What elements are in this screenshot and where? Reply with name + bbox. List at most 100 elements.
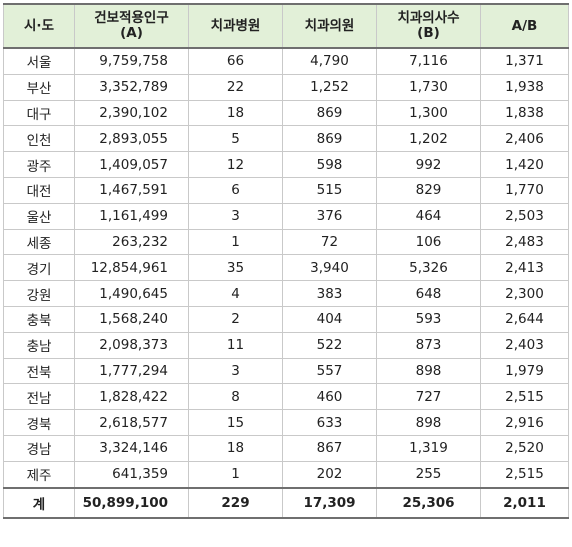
cell-insured-population: 1,568,240 <box>74 305 189 333</box>
cell-insured-population: 9,759,758 <box>74 47 189 75</box>
cell-dental-hospitals: 18 <box>188 99 283 127</box>
cell-dentists: 464 <box>376 202 481 230</box>
cell-region: 부산 <box>3 73 75 101</box>
table-row: 전북 1,777,294 3 557 898 1,979 <box>3 357 569 385</box>
cell-dentists: 5,326 <box>376 254 481 282</box>
header-ratio: A/B <box>480 3 569 49</box>
header-label: 치과병원 <box>210 17 261 34</box>
cell-dental-hospitals: 12 <box>188 151 283 178</box>
cell-dentists: 898 <box>376 357 481 385</box>
table-row: 대구 2,390,102 18 869 1,300 1,838 <box>3 99 569 127</box>
cell-dentists: 1,730 <box>376 73 481 101</box>
table-row: 서울 9,759,758 66 4,790 7,116 1,371 <box>3 47 569 75</box>
cell-region: 경기 <box>3 254 75 282</box>
cell-dental-clinics: 633 <box>282 409 377 436</box>
cell-dentists: 1,300 <box>376 99 481 127</box>
total-dental-clinics: 17,309 <box>282 486 377 519</box>
cell-ratio: 1,371 <box>480 47 569 75</box>
cell-insured-population: 2,893,055 <box>74 125 189 153</box>
cell-dental-hospitals: 18 <box>188 434 283 462</box>
cell-dental-hospitals: 66 <box>188 47 283 75</box>
cell-dental-hospitals: 6 <box>188 176 283 204</box>
cell-dental-hospitals: 3 <box>188 202 283 230</box>
cell-dental-hospitals: 11 <box>188 331 283 359</box>
header-sublabel: (B) <box>417 25 440 41</box>
table-footer: 계 50,899,100 229 17,309 25,306 2,011 <box>3 486 569 519</box>
cell-dental-clinics: 460 <box>282 383 377 411</box>
cell-insured-population: 1,467,591 <box>74 176 189 204</box>
cell-region: 경북 <box>3 409 75 436</box>
header-label: 건보적용인구 <box>94 10 169 26</box>
cell-region: 광주 <box>3 151 75 178</box>
cell-dental-hospitals: 4 <box>188 280 283 307</box>
dentist-stats-table-container: 시·도 건보적용인구 (A) 치과병원 치과의원 치과의사수 (B) A/B 서울 9,759,… <box>3 3 569 519</box>
cell-dental-clinics: 867 <box>282 434 377 462</box>
cell-ratio: 2,644 <box>480 305 569 333</box>
table-header: 시·도 건보적용인구 (A) 치과병원 치과의원 치과의사수 (B) A/B <box>3 3 569 49</box>
header-sublabel: (A) <box>120 25 143 41</box>
table-row: 세종 263,232 1 72 106 2,483 <box>3 228 569 256</box>
cell-ratio: 2,413 <box>480 254 569 282</box>
cell-dentists: 1,202 <box>376 125 481 153</box>
cell-ratio: 1,770 <box>480 176 569 204</box>
cell-insured-population: 2,390,102 <box>74 99 189 127</box>
total-row: 계 50,899,100 229 17,309 25,306 2,011 <box>3 486 569 519</box>
cell-region: 전북 <box>3 357 75 385</box>
table-row: 경기 12,854,961 35 3,940 5,326 2,413 <box>3 254 569 282</box>
cell-insured-population: 1,777,294 <box>74 357 189 385</box>
cell-dentists: 992 <box>376 151 481 178</box>
header-dental-clinics: 치과의원 <box>282 3 377 49</box>
cell-dentists: 106 <box>376 228 481 256</box>
header-label: A/B <box>511 17 538 34</box>
cell-dental-clinics: 869 <box>282 125 377 153</box>
cell-region: 대구 <box>3 99 75 127</box>
header-insured-population: 건보적용인구 (A) <box>74 3 189 49</box>
cell-ratio: 2,503 <box>480 202 569 230</box>
cell-insured-population: 12,854,961 <box>74 254 189 282</box>
table-row: 광주 1,409,057 12 598 992 1,420 <box>3 151 569 178</box>
cell-ratio: 2,483 <box>480 228 569 256</box>
table-row: 강원 1,490,645 4 383 648 2,300 <box>3 280 569 307</box>
cell-dental-hospitals: 8 <box>188 383 283 411</box>
cell-dental-clinics: 557 <box>282 357 377 385</box>
cell-dental-clinics: 1,252 <box>282 73 377 101</box>
cell-dentists: 7,116 <box>376 47 481 75</box>
cell-insured-population: 2,618,577 <box>74 409 189 436</box>
cell-dental-hospitals: 5 <box>188 125 283 153</box>
cell-dental-clinics: 3,940 <box>282 254 377 282</box>
cell-region: 세종 <box>3 228 75 256</box>
cell-dental-clinics: 383 <box>282 280 377 307</box>
table-body: 서울 9,759,758 66 4,790 7,116 1,371 부산 3,352,789 2… <box>3 47 569 489</box>
cell-insured-population: 641,359 <box>74 460 189 489</box>
cell-ratio: 2,520 <box>480 434 569 462</box>
total-dentists: 25,306 <box>376 486 481 519</box>
cell-region: 충남 <box>3 331 75 359</box>
cell-insured-population: 1,409,057 <box>74 151 189 178</box>
cell-insured-population: 3,324,146 <box>74 434 189 462</box>
cell-ratio: 2,403 <box>480 331 569 359</box>
cell-dental-hospitals: 35 <box>188 254 283 282</box>
cell-region: 대전 <box>3 176 75 204</box>
cell-dental-hospitals: 15 <box>188 409 283 436</box>
dentist-stats-table: 시·도 건보적용인구 (A) 치과병원 치과의원 치과의사수 (B) A/B 서울 9,759,… <box>3 3 569 519</box>
table-row: 울산 1,161,499 3 376 464 2,503 <box>3 202 569 230</box>
cell-insured-population: 2,098,373 <box>74 331 189 359</box>
cell-region: 충북 <box>3 305 75 333</box>
cell-dentists: 1,319 <box>376 434 481 462</box>
cell-ratio: 2,406 <box>480 125 569 153</box>
cell-ratio: 2,916 <box>480 409 569 436</box>
cell-ratio: 2,515 <box>480 460 569 489</box>
cell-dental-hospitals: 1 <box>188 228 283 256</box>
cell-ratio: 2,515 <box>480 383 569 411</box>
cell-insured-population: 1,490,645 <box>74 280 189 307</box>
header-region: 시·도 <box>3 3 75 49</box>
cell-region: 제주 <box>3 460 75 489</box>
header-label: 치과의원 <box>304 17 355 34</box>
cell-dentists: 727 <box>376 383 481 411</box>
cell-ratio: 1,838 <box>480 99 569 127</box>
cell-dentists: 255 <box>376 460 481 489</box>
cell-insured-population: 3,352,789 <box>74 73 189 101</box>
cell-dentists: 648 <box>376 280 481 307</box>
total-insured-population: 50,899,100 <box>74 486 189 519</box>
total-label: 계 <box>3 486 75 519</box>
